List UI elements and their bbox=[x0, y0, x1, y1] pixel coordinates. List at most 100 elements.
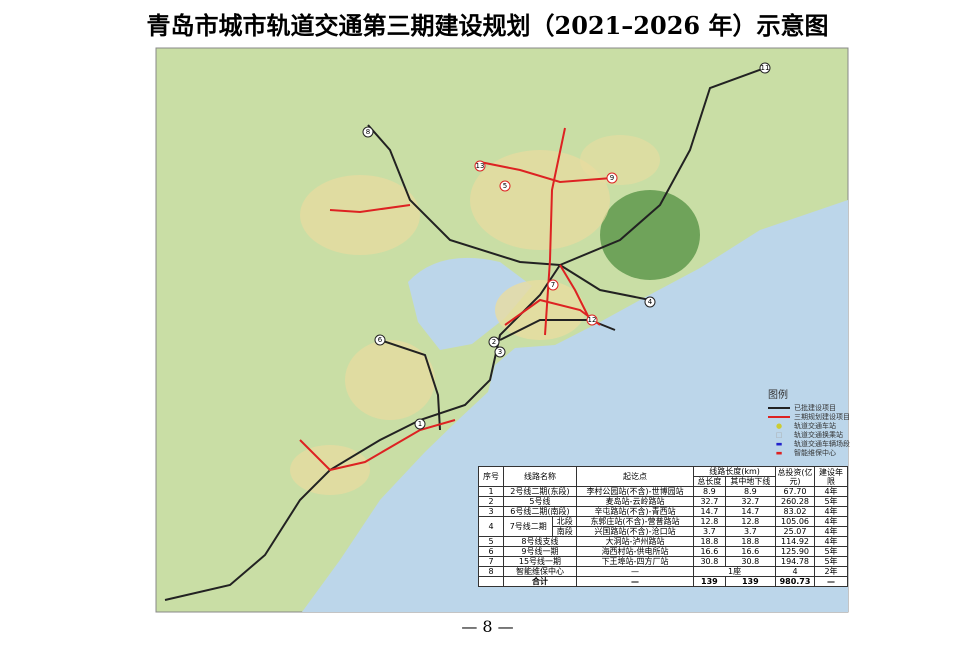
table-cell: 7 bbox=[478, 556, 504, 567]
table-cell: 4年 bbox=[814, 486, 848, 497]
table-cell: 260.28 bbox=[775, 496, 815, 507]
table-cell: — bbox=[575, 566, 695, 577]
table-cell: 5年 bbox=[814, 556, 848, 567]
map-marker: 2 bbox=[488, 336, 500, 348]
map-marker: 7 bbox=[547, 279, 559, 291]
table-cell: 兴国路站(不含)-沧口站 bbox=[575, 526, 695, 537]
table-cell: 北段 bbox=[552, 516, 577, 527]
table-row: 1 2号线二期(东段) 李村公园站(不含)-世博园站 8.9 8.9 67.70 4年 bbox=[478, 486, 848, 497]
map-marker: 8 bbox=[362, 126, 374, 138]
title: 青岛市城市轨道交通第三期建设规划（2021–2026 年）示意图 bbox=[146, 11, 829, 40]
table-cell: 3.7 bbox=[693, 526, 726, 537]
table-cell: 1座 bbox=[693, 566, 776, 577]
table-cell: 14.7 bbox=[724, 506, 777, 517]
legend-item: 轨道交通车站 bbox=[794, 421, 836, 430]
table-row: 5 8号线支线 大洞站-泸州路站 18.8 18.8 114.92 4年 bbox=[478, 536, 848, 547]
map-marker: 6 bbox=[374, 334, 386, 346]
table-cell: 16.6 bbox=[724, 546, 777, 557]
table-row: 8 智能维保中心 —1座 4 2年 bbox=[478, 566, 848, 577]
table-cell: 32.7 bbox=[693, 496, 726, 507]
table-cell: 18.8 bbox=[724, 536, 777, 547]
table-cell: 105.06 bbox=[775, 516, 815, 527]
table-cell: 东郭庄站(不含)-营普路站 bbox=[575, 516, 695, 527]
table-cell: 4年 bbox=[814, 536, 848, 547]
table-cell: 5年 bbox=[814, 546, 848, 557]
legend-item: 轨道交通车辆场段 bbox=[794, 439, 850, 448]
legend: 图例 已批建设项目 三期规划建设项目 ● 轨道交通车站 □ 轨道交通换乘站 ▬ 轨道交… bbox=[768, 386, 850, 457]
table-cell: — bbox=[575, 576, 695, 587]
map-marker: 13 bbox=[474, 160, 486, 172]
table-cell: 1 bbox=[478, 486, 504, 497]
table-cell: 139 bbox=[724, 576, 777, 587]
map-marker: 5 bbox=[499, 180, 511, 192]
table-cell: 序号 bbox=[478, 466, 504, 487]
legend-item: 已批建设项目 bbox=[794, 403, 836, 412]
table-cell: 4年 bbox=[814, 526, 848, 537]
table-row: 3 6号线二期(南段) 辛屯路站(不含)-青西站 14.7 14.7 83.02 4年 bbox=[478, 506, 848, 517]
svg-text:5: 5 bbox=[503, 182, 507, 190]
table-cell: 12.8 bbox=[724, 516, 777, 527]
legend-item: 智能维保中心 bbox=[794, 448, 836, 457]
table-cell: 5年 bbox=[814, 496, 848, 507]
svg-text:12: 12 bbox=[588, 316, 597, 324]
table-cell: 5号线 bbox=[503, 496, 577, 507]
map-marker: 9 bbox=[606, 172, 618, 184]
table-cell: 25.07 bbox=[775, 526, 815, 537]
table-cell: 总投资(亿元) bbox=[775, 466, 815, 487]
table-cell: 李村公园站(不含)-世博园站 bbox=[575, 486, 695, 497]
table-cell: 合计 bbox=[503, 576, 577, 587]
table-cell: 30.8 bbox=[724, 556, 777, 567]
map-marker: 4 bbox=[644, 296, 656, 308]
svg-text:8: 8 bbox=[366, 128, 370, 136]
svg-text:1: 1 bbox=[418, 420, 422, 428]
map-marker: 1 bbox=[414, 418, 426, 430]
table-cell: 南段 bbox=[552, 526, 577, 537]
table-cell: 4年 bbox=[814, 516, 848, 527]
table-cell: 麦岛站-云岭路站 bbox=[575, 496, 695, 507]
table-cell: 4 bbox=[775, 566, 815, 577]
table-cell: 6 bbox=[478, 546, 504, 557]
table-cell: 总长度 bbox=[693, 476, 726, 487]
table-cell: 8 bbox=[478, 566, 504, 577]
table-cell: 194.78 bbox=[775, 556, 815, 567]
table-cell: 线路名称 bbox=[503, 466, 577, 487]
table-cell: 大洞站-泸州路站 bbox=[575, 536, 695, 547]
table-row: 6 9号线一期 海西村站-供电所站 16.6 16.6 125.90 5年 bbox=[478, 546, 848, 557]
table-cell: 2 bbox=[478, 496, 504, 507]
svg-text:3: 3 bbox=[498, 348, 502, 356]
table-cell: 139 bbox=[693, 576, 726, 587]
table-cell: 8号线支线 bbox=[503, 536, 577, 547]
svg-text:9: 9 bbox=[610, 174, 614, 182]
table-cell: 8.9 bbox=[724, 486, 777, 497]
svg-text:13: 13 bbox=[476, 162, 485, 170]
project-table: 序号 线路名称 起讫点 线路长度(km) 总投资(亿元) 建设年限 总长度 其中地下线 1 2号线… bbox=[478, 466, 848, 587]
table-cell: 9号线一期 bbox=[503, 546, 577, 557]
table-cell: 83.02 bbox=[775, 506, 815, 517]
table-cell: — bbox=[814, 576, 848, 587]
table-cell: 3.7 bbox=[724, 526, 777, 537]
table-row: 序号 线路名称 起讫点 线路长度(km) 总投资(亿元) 建设年限 bbox=[478, 466, 848, 487]
table-cell: 15号线一期 bbox=[503, 556, 577, 567]
table-cell: 8.9 bbox=[693, 486, 726, 497]
table-cell: 67.70 bbox=[775, 486, 815, 497]
legend-title: 图例 bbox=[768, 390, 788, 401]
table-cell: 32.7 bbox=[724, 496, 777, 507]
table-cell: 线路长度(km) bbox=[693, 466, 776, 477]
table-cell: 起讫点 bbox=[575, 466, 695, 487]
table-cell: 下王埠站-四方厂站 bbox=[575, 556, 695, 567]
table-cell bbox=[478, 576, 504, 587]
table-cell: 5 bbox=[478, 536, 504, 547]
table-cell: 114.92 bbox=[775, 536, 815, 547]
table-cell: 6号线二期(南段) bbox=[503, 506, 577, 517]
table-cell: 建设年限 bbox=[814, 466, 848, 487]
table-row: 4 7号线二期 北段 东郭庄站(不含)-营普路站 12.8 12.8 105.06 4年 bbox=[478, 516, 848, 537]
table-row: 合计 —139 139 980.73— bbox=[478, 576, 848, 587]
legend-item: 三期规划建设项目 bbox=[794, 412, 850, 421]
table-cell: 智能维保中心 bbox=[503, 566, 577, 577]
table-cell: 125.90 bbox=[775, 546, 815, 557]
page-number: — 8 — bbox=[461, 617, 514, 636]
table-cell: 3 bbox=[478, 506, 504, 517]
table-cell: 2年 bbox=[814, 566, 848, 577]
table-cell: 其中地下线 bbox=[724, 476, 777, 487]
